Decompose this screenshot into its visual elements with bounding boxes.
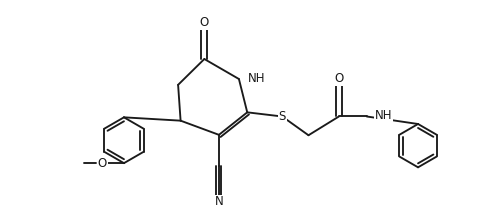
Text: S: S	[278, 110, 286, 123]
Text: O: O	[334, 72, 343, 85]
Text: NH: NH	[248, 72, 266, 85]
Text: N: N	[215, 195, 223, 208]
Text: O: O	[200, 16, 209, 29]
Text: O: O	[97, 157, 107, 170]
Text: NH: NH	[375, 109, 393, 122]
